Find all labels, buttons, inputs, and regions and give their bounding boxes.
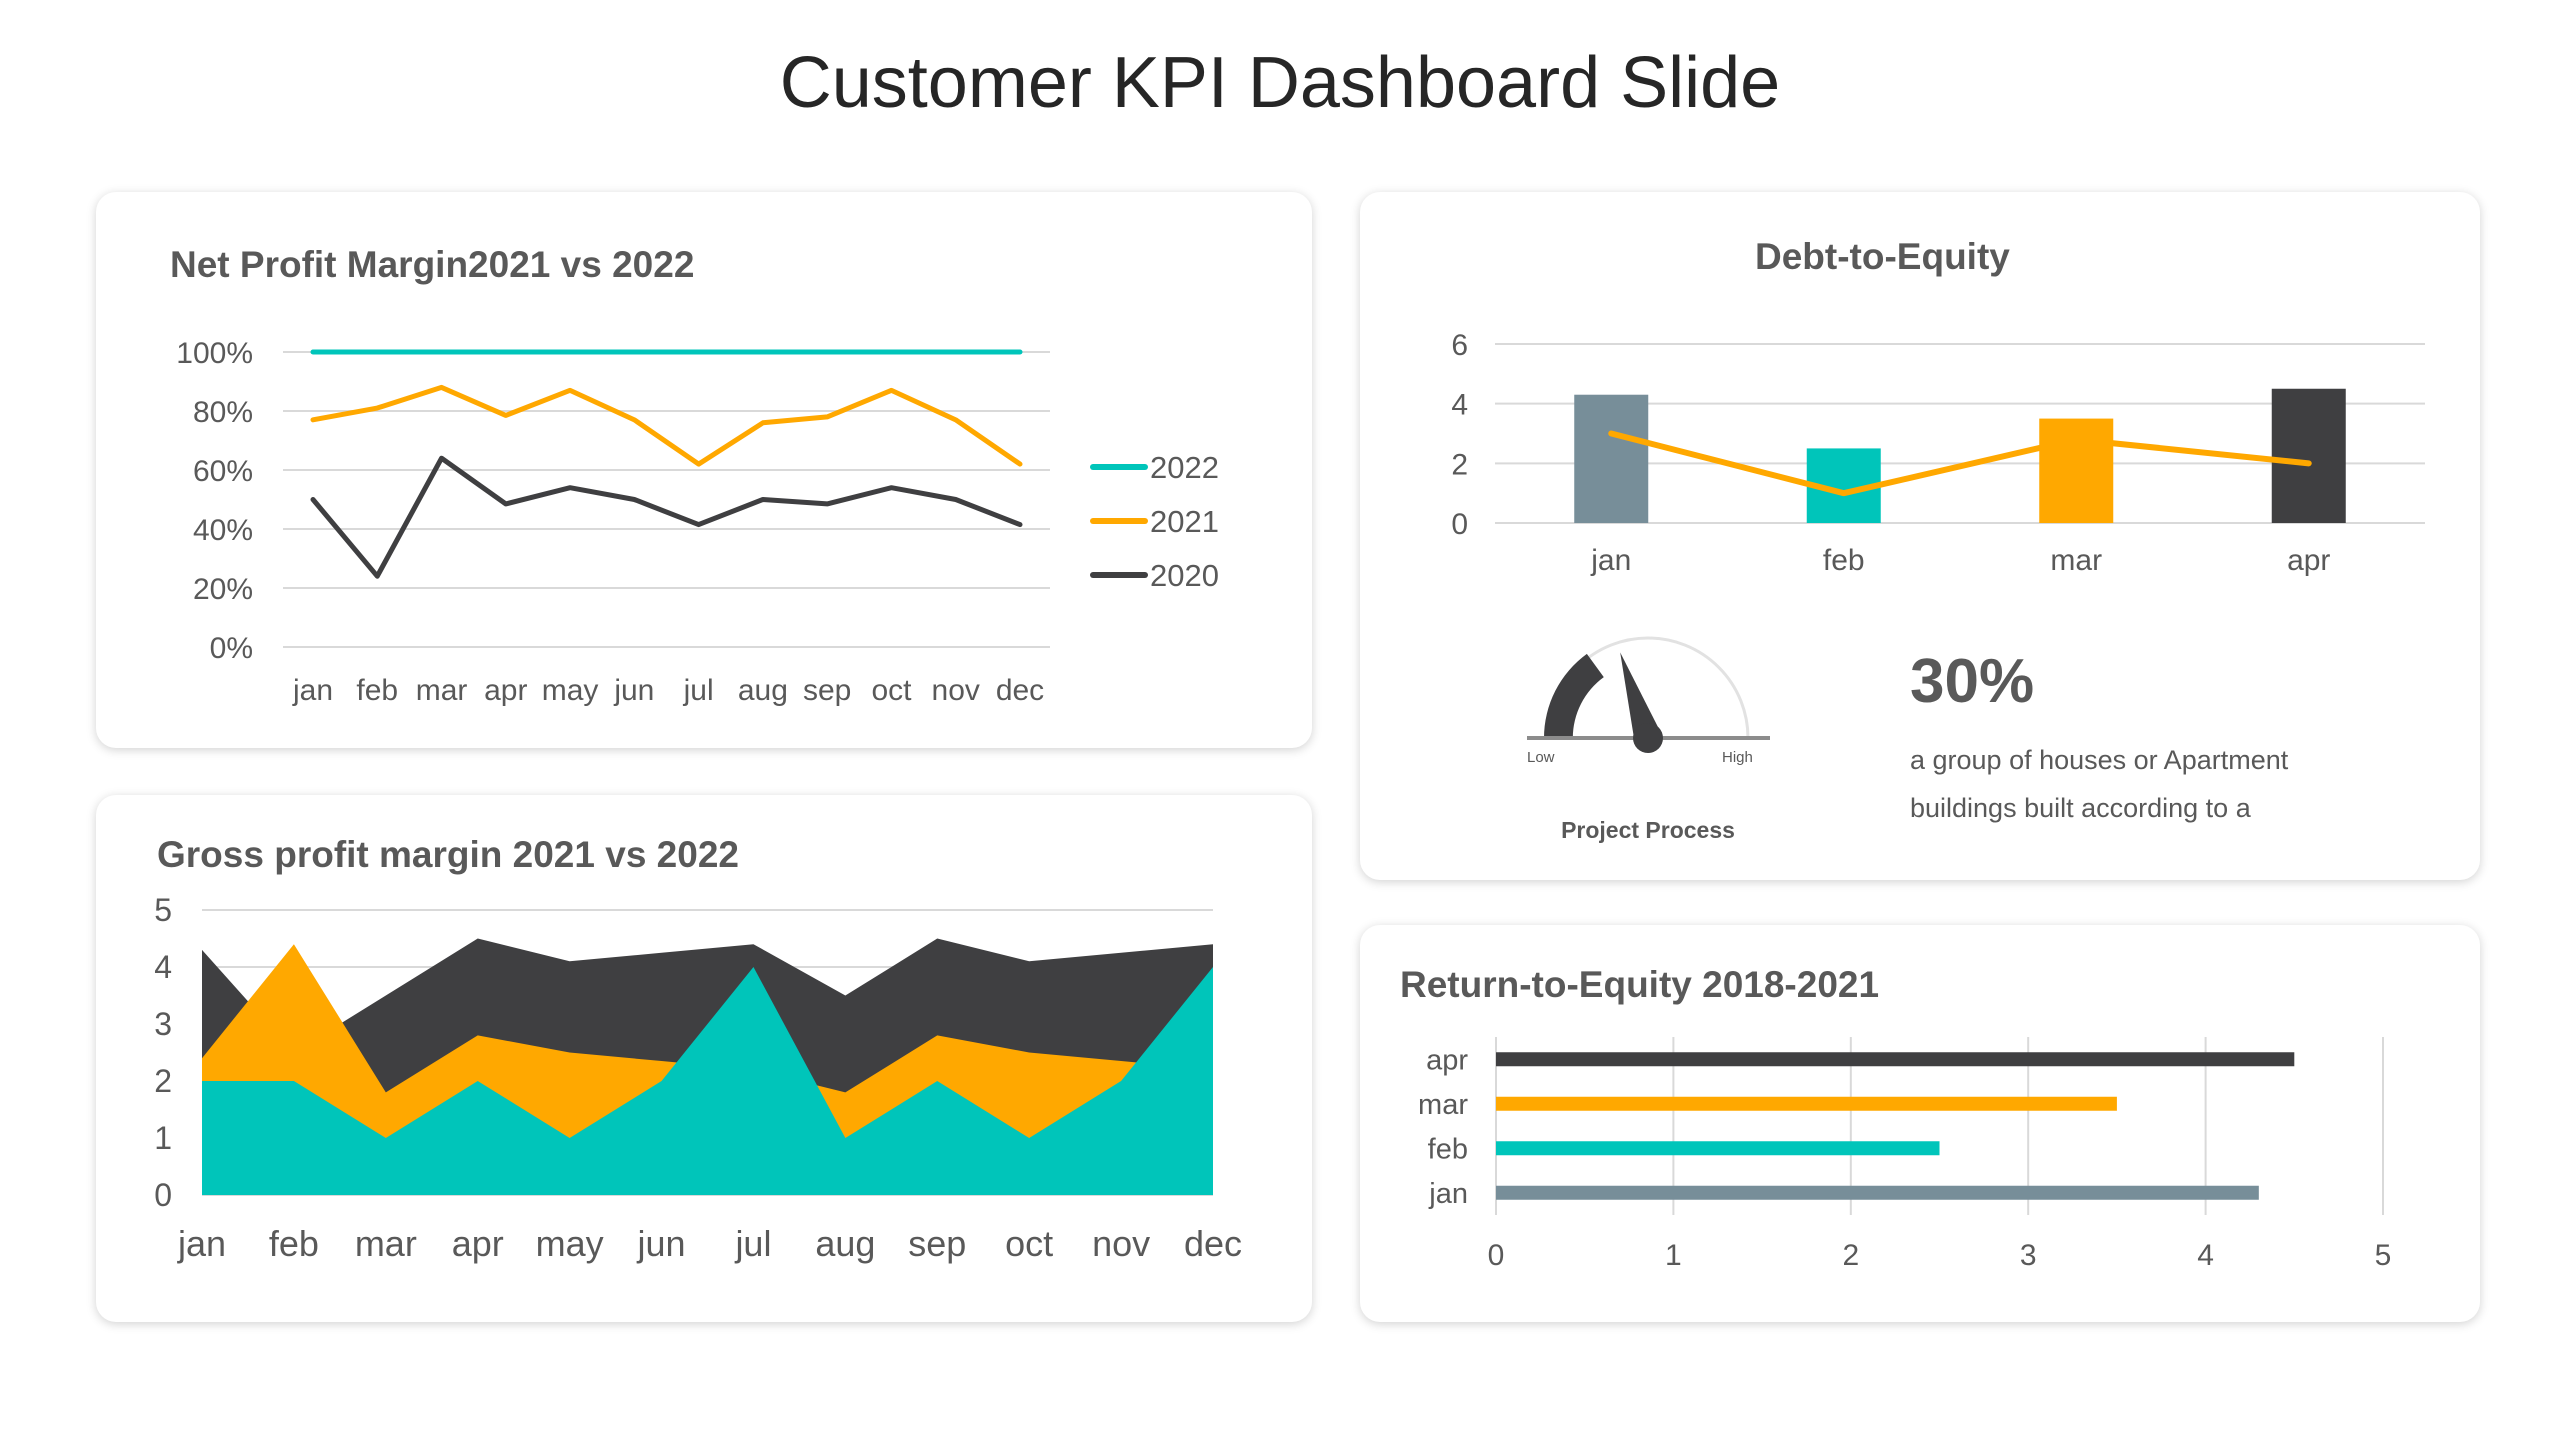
trend-line <box>1608 430 2312 497</box>
stat-description: a group of houses or Apartment buildings… <box>1910 736 2370 832</box>
legend-label: 2020 <box>1150 558 1219 593</box>
y-tick-label: 0 <box>154 1177 172 1213</box>
x-tick-label: jun <box>637 1223 686 1264</box>
return-to-equity-card <box>1360 925 2480 1322</box>
x-tick-label: 5 <box>2375 1239 2392 1272</box>
bar-mar <box>1496 1096 2117 1111</box>
x-tick-label: feb <box>269 1223 319 1264</box>
x-tick-label: may <box>536 1223 604 1264</box>
x-tick-label: mar <box>355 1223 417 1264</box>
net-profit-title: Net Profit Margin2021 vs 2022 <box>170 244 695 285</box>
x-tick-label: feb <box>1823 544 1865 577</box>
bar-apr <box>2271 388 2346 523</box>
y-tick-label: 60% <box>193 455 253 488</box>
x-tick-label: jan <box>177 1223 226 1264</box>
x-tick-label: nov <box>932 674 980 707</box>
x-tick-label: 4 <box>2197 1239 2214 1272</box>
x-tick-label: apr <box>2287 544 2330 577</box>
gauge-fill-arc <box>1544 653 1604 738</box>
x-tick-label: feb <box>356 674 398 707</box>
y-tick-label: 3 <box>154 1006 172 1042</box>
gauge-high-label: High <box>1722 749 1753 766</box>
y-tick-label: 6 <box>1451 329 1468 362</box>
legend-label: 2021 <box>1150 504 1219 539</box>
stat-description-line2: buildings built according to a <box>1910 793 2251 823</box>
bar-jan <box>1496 1185 2259 1200</box>
stat-value: 30% <box>1910 647 2035 716</box>
x-tick-label: 3 <box>2020 1239 2037 1272</box>
bar-jan <box>1574 394 1649 523</box>
y-tick-label: 40% <box>193 514 253 547</box>
x-tick-label: jul <box>734 1223 771 1264</box>
x-tick-label: nov <box>1092 1223 1150 1264</box>
y-tick-label: 5 <box>154 892 172 928</box>
x-tick-label: 2 <box>1842 1239 1859 1272</box>
y-tick-label: 80% <box>193 396 253 429</box>
legend-label: 2022 <box>1150 450 1219 485</box>
y-tick-label: 2 <box>1451 448 1468 481</box>
gross-profit-title: Gross profit margin 2021 vs 2022 <box>157 834 739 875</box>
series-line-2020 <box>310 455 1023 579</box>
x-tick-label: dec <box>996 674 1044 707</box>
gauge-needle <box>1620 652 1662 743</box>
debt-to-equity-title: Debt-to-Equity <box>1755 236 2010 277</box>
y-tick-label: 4 <box>1451 389 1468 422</box>
x-tick-label: 0 <box>1488 1239 1505 1272</box>
x-tick-label: jan <box>1590 544 1631 577</box>
stat-description-line1: a group of houses or Apartment <box>1910 745 2289 775</box>
y-tick-label: 0% <box>210 632 253 665</box>
x-tick-label: sep <box>908 1223 966 1264</box>
x-tick-label: may <box>542 674 599 707</box>
y-tick-label: 4 <box>154 949 172 985</box>
page-title: Customer KPI Dashboard Slide <box>779 43 1781 123</box>
bar-apr <box>1496 1052 2295 1067</box>
bar-mar <box>2039 418 2114 523</box>
y-tick-label: mar <box>1418 1089 1468 1121</box>
x-tick-label: 1 <box>1665 1239 1682 1272</box>
x-tick-label: jul <box>683 674 714 707</box>
x-tick-label: jan <box>292 674 333 707</box>
x-tick-label: mar <box>2050 544 2102 577</box>
x-tick-label: aug <box>738 674 788 707</box>
y-tick-label: jan <box>1428 1178 1468 1210</box>
y-tick-label: 2 <box>154 1063 172 1099</box>
y-tick-label: 0 <box>1451 508 1468 541</box>
y-tick-label: apr <box>1426 1044 1468 1076</box>
gauge-low-label: Low <box>1527 749 1555 766</box>
y-tick-label: 1 <box>154 1120 172 1156</box>
return-to-equity-title: Return-to-Equity 2018-2021 <box>1400 964 1880 1005</box>
y-tick-label: feb <box>1428 1133 1468 1165</box>
x-tick-label: oct <box>871 674 912 707</box>
y-tick-label: 20% <box>193 573 253 606</box>
x-tick-label: jun <box>613 674 654 707</box>
series-line-2021 <box>310 384 1023 467</box>
debt-to-equity-card <box>1360 192 2480 880</box>
gauge-hub <box>1633 723 1663 753</box>
x-tick-label: mar <box>416 674 468 707</box>
y-tick-label: 100% <box>176 337 253 370</box>
x-tick-label: oct <box>1005 1223 1053 1264</box>
bar-feb <box>1496 1141 1940 1156</box>
x-tick-label: apr <box>452 1223 504 1264</box>
x-tick-label: dec <box>1184 1223 1242 1264</box>
area-series-teal <box>202 967 1213 1195</box>
x-tick-label: sep <box>803 674 851 707</box>
gauge-title: Project Process <box>1561 817 1735 843</box>
x-tick-label: aug <box>815 1223 875 1264</box>
x-tick-label: apr <box>484 674 527 707</box>
